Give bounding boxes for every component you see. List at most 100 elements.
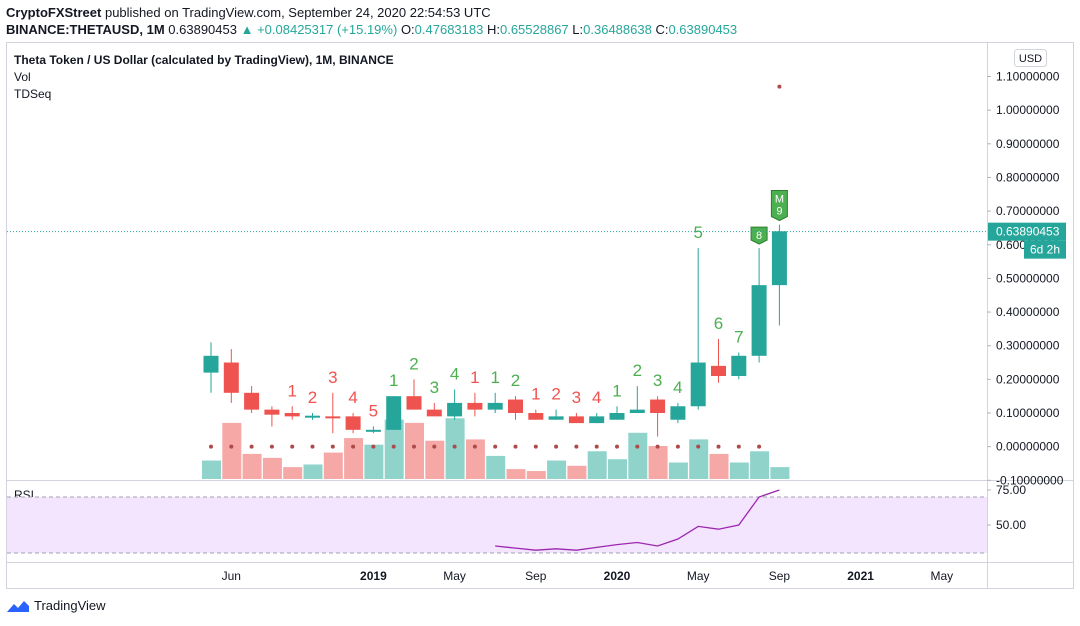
tdseq-dot [777,84,782,89]
tdseq-flag-label: M [775,194,784,206]
footer-brand: TradingView [34,598,106,613]
tdseq-dot [696,444,701,449]
symbol-ohlc-line: BINANCE:THETAUSD, 1M 0.63890453 ▲ +0.084… [6,22,737,37]
low-label: L: [572,22,584,37]
volume-bar [283,467,303,479]
price-axis-label: 0.10000000 [996,406,1060,420]
tdseq-count: 1 [531,385,540,404]
tdseq-count: 3 [653,371,662,390]
rsi-pane: 75.00 50.00 [7,483,1026,554]
low-value: 0.36488638 [583,22,652,37]
tdseq-count: 1 [470,368,479,387]
price-axis-label: 0.00000000 [996,440,1060,454]
volume-bar [709,453,729,479]
candle-body [345,416,361,430]
tdseq-flag-label: 9 [776,206,782,218]
tdseq-count: 5 [369,401,378,420]
high-value: 0.65528867 [499,22,569,37]
time-axis-label: 2021 [847,569,874,583]
tdseq-count: 4 [592,388,601,407]
open-label: O: [400,22,415,37]
high-label: H: [486,22,500,37]
countdown-text: 6d 2h [1030,243,1060,257]
candle-body [203,355,219,373]
currency-button[interactable]: USD [1014,49,1047,67]
candle-series [203,224,787,437]
candle-body [406,396,422,410]
tdseq-count: 3 [430,378,439,397]
candle-body [264,409,280,415]
symbol-line: BINANCE:THETAUSD, 1M [6,22,165,37]
tdseq-count: 2 [308,388,317,407]
tdseq-dot [412,444,416,449]
tdseq-flag [770,190,788,222]
tdseq-dot [716,444,721,449]
candle-body [508,399,523,413]
price-axis-label: 0.40000000 [996,305,1060,319]
close-value: 0.63890453 [668,22,738,37]
tdseq-count: 2 [511,371,520,390]
tdseq-dot [554,444,559,449]
tdseq-dot [574,444,579,449]
tdseq-dot [432,444,437,449]
tdseq-dots [209,84,782,449]
last-price-marker: 0.63890453 6d 2h [7,222,1066,259]
candle-body [771,231,787,286]
volume-bar [668,462,688,479]
tdseq-dot [269,444,274,449]
candle-body [731,355,747,376]
candle-body [467,402,483,410]
tdseq-count: 1 [612,381,621,400]
tdseq-count: 1 [389,371,398,390]
last-price-text: 0.63890453 [996,225,1060,239]
tdseq-dot [371,444,376,449]
volume-bar [689,439,709,479]
candle-body [670,406,686,420]
candle-body [609,413,625,420]
tdseq-dot [594,444,599,449]
rsi-band [7,497,987,553]
time-axis-label: May [930,569,953,583]
price-axis-label: 0.70000000 [996,204,1060,218]
volume-bar [405,422,424,479]
tdseq-count: 1 [287,381,296,400]
tdseq-dot [675,444,680,449]
volume-bar [770,467,790,479]
candle-body [589,416,605,424]
tdseq-count: 4 [673,378,682,397]
tdseq-count: 2 [409,354,418,373]
volume-bar [526,471,546,479]
price-axis-label: 0.30000000 [996,339,1060,353]
volume-bar [547,460,567,479]
time-axis-label: Jun [222,569,241,583]
tdseq-count: 2 [551,385,560,404]
tdseq-dot [493,444,498,449]
price-axis-label: -0.10000000 [996,473,1064,487]
candle-body [690,362,706,407]
chart-frame [6,42,1074,589]
candle-body [528,413,544,420]
close-label: C: [655,22,669,37]
tdseq-dot [391,444,396,449]
tdseq-count: 4 [450,364,459,383]
tdseq-label: TDSeq [14,87,51,101]
volume-bar [465,439,485,479]
volume-bar [587,451,607,479]
price-axis-label: 0.90000000 [996,137,1060,151]
candle-body [650,399,666,413]
tdseq-dot [290,444,295,449]
candle-body [305,415,320,418]
tdseq-dot [472,444,477,449]
time-axis-label: Sep [525,569,547,583]
footer[interactable]: TradingView [6,598,106,613]
volume-bar [445,418,465,479]
published-text: published on TradingView.com, September … [101,5,491,20]
tdseq-count: 5 [693,223,702,242]
tdseq-count: 3 [572,388,581,407]
candle-body [223,362,239,393]
volume-bar [303,464,323,479]
tdseq-dot [209,444,213,449]
rsi-axis-label: 50.00 [996,518,1026,532]
